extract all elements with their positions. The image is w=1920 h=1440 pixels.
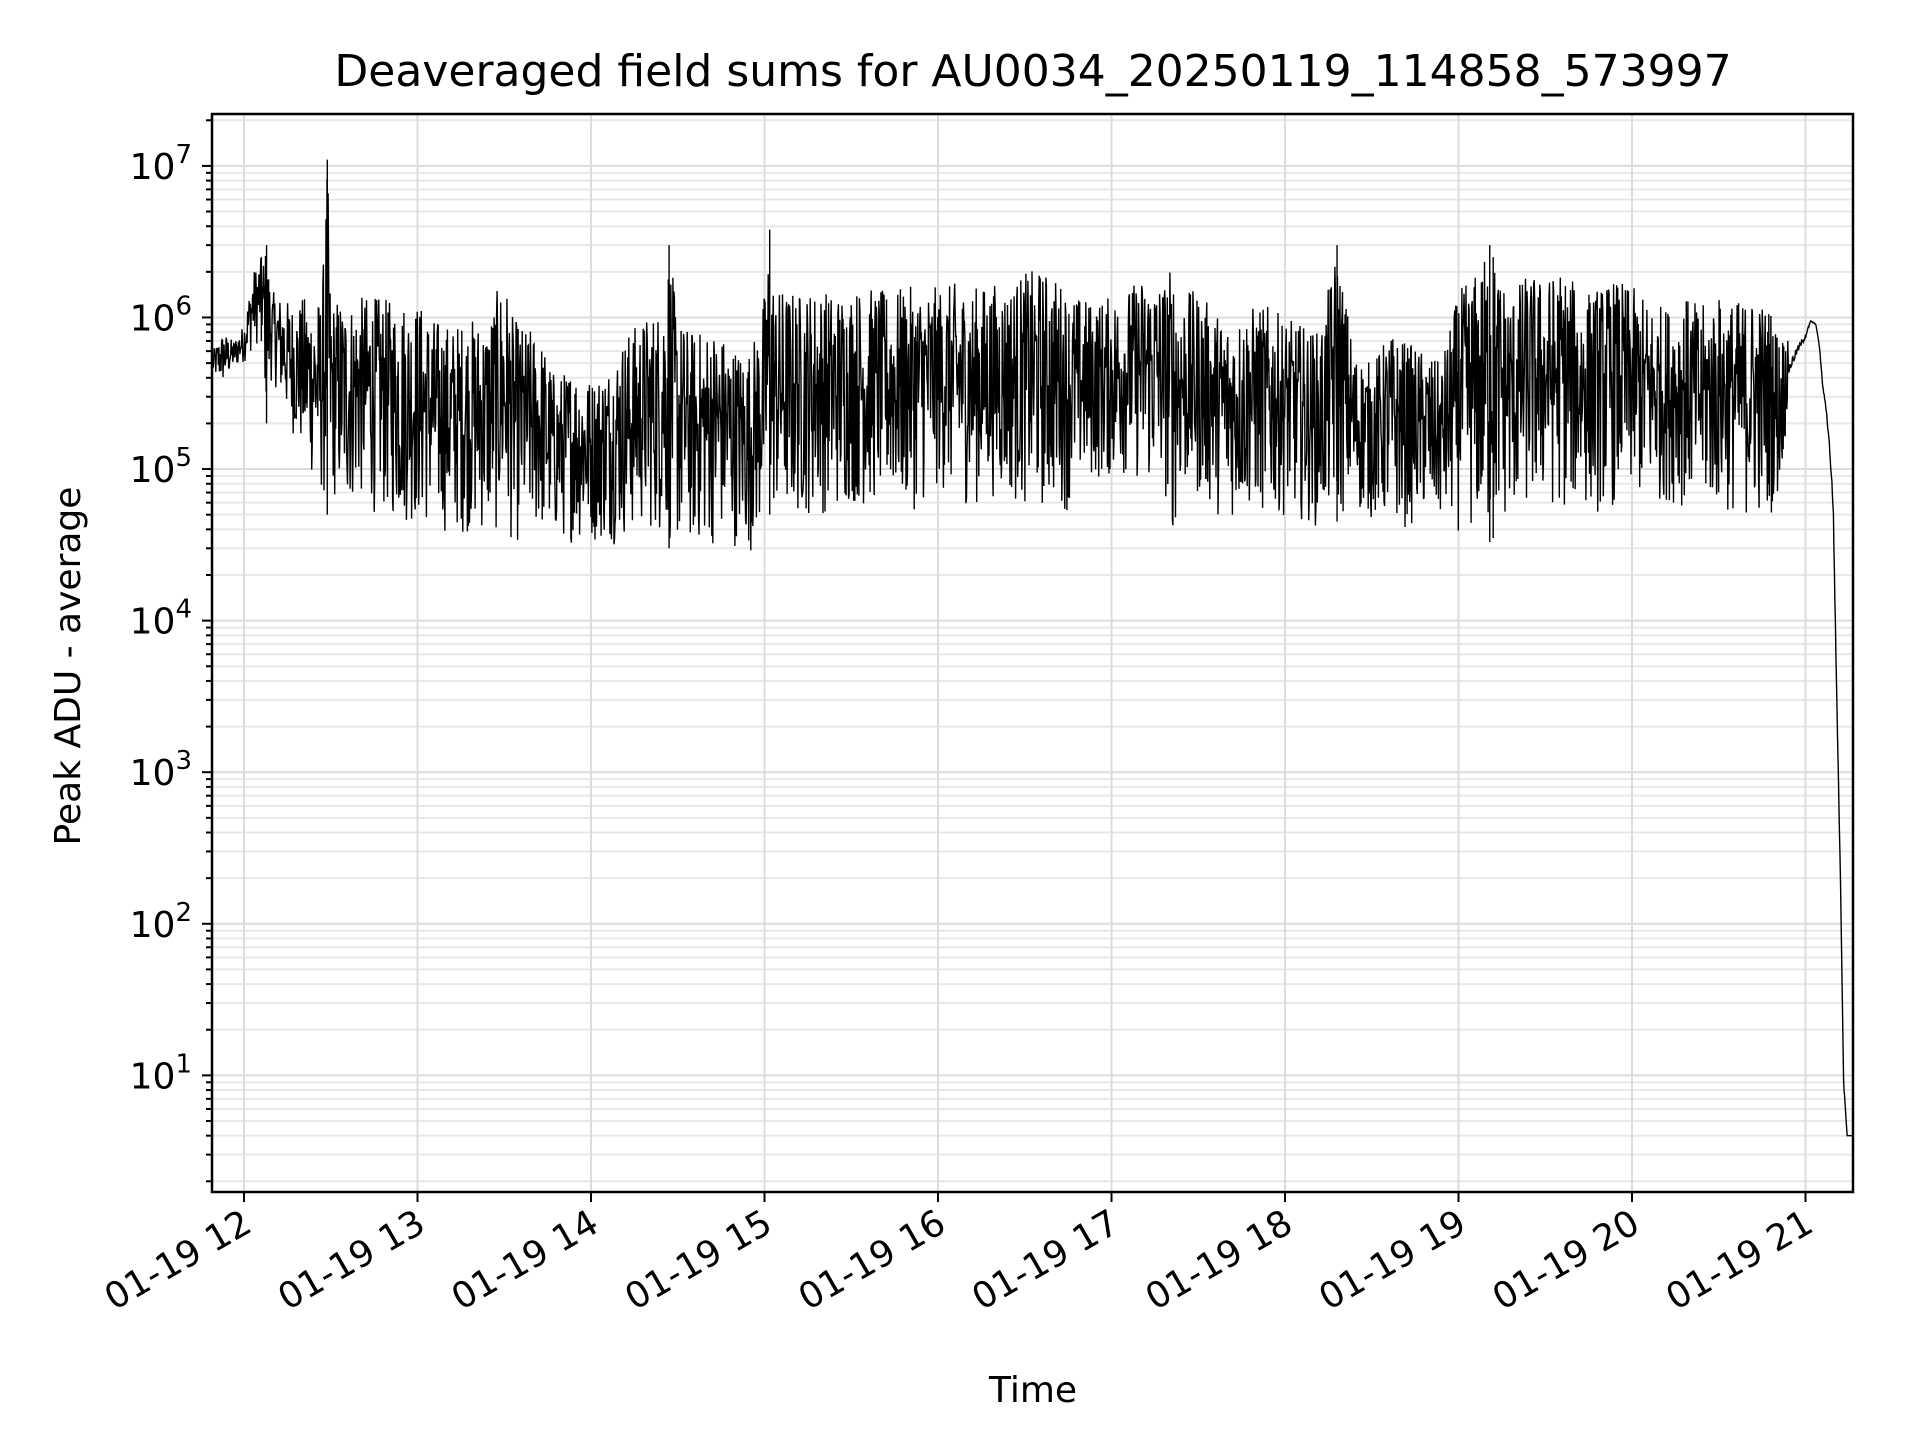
y-tick-exponent: 6: [175, 291, 192, 321]
series-line: [212, 178, 1853, 1137]
y-tick-exponent: 2: [175, 898, 192, 928]
y-tick-label: 106: [130, 291, 192, 339]
y-tick-exponent: 4: [175, 595, 192, 625]
y-tick-label: 103: [130, 746, 192, 794]
data-layer: [212, 159, 1853, 1137]
x-axis-label: Time: [988, 1370, 1077, 1411]
y-tick-base: 10: [130, 147, 176, 188]
y-tick-base: 10: [130, 753, 176, 794]
y-tick-base: 10: [130, 298, 176, 339]
plot-frame: [210, 112, 1855, 1194]
y-tick-base: 10: [130, 1056, 176, 1097]
grid-layer: [212, 114, 1853, 1192]
y-tick-exponent: 7: [175, 140, 192, 170]
y-axis-label: Peak ADU - average: [48, 487, 89, 846]
y-tick-label: 105: [130, 443, 192, 491]
y-tick-label: 101: [130, 1049, 192, 1097]
y-tick-base: 10: [130, 450, 176, 491]
y-tick-base: 10: [130, 602, 176, 643]
y-tick-label: 102: [130, 898, 192, 946]
y-tick-exponent: 1: [175, 1049, 192, 1079]
y-tick-exponent: 3: [175, 746, 192, 776]
y-tick-exponent: 5: [175, 443, 192, 473]
y-tick-label: 107: [130, 140, 192, 188]
y-tick-label: 104: [130, 595, 192, 643]
y-tick-base: 10: [130, 905, 176, 946]
chart-title: Deaveraged field sums for AU0034_2025011…: [334, 46, 1731, 97]
